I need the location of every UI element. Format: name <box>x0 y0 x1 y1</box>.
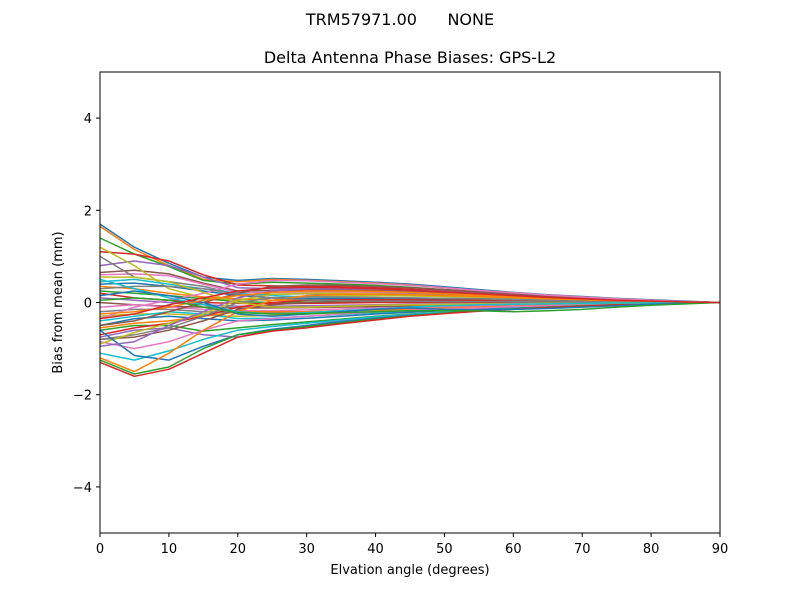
series-line-az165 <box>99 301 721 378</box>
x-tick-label: 60 <box>505 542 522 557</box>
series-line-az200 <box>99 290 721 318</box>
series-line-az210 <box>99 297 721 315</box>
x-tick-label: 40 <box>367 542 384 557</box>
x-axis-label: Elvation angle (degrees) <box>330 563 489 578</box>
x-tick-label: 0 <box>96 542 104 557</box>
x-tick-label: 30 <box>298 542 315 557</box>
y-tick-label: 2 <box>84 204 92 219</box>
y-tick-label: 4 <box>84 112 92 127</box>
y-axis-label: Bias from mean (mm) <box>51 231 66 373</box>
y-tick-label: −2 <box>73 389 92 404</box>
x-tick-label: 70 <box>574 542 591 557</box>
x-tick-label: 50 <box>436 542 453 557</box>
y-axis-ticks: −4 −2 0 2 4 <box>73 112 100 496</box>
data-series <box>99 223 721 378</box>
series-line-az180 <box>99 279 721 320</box>
series-line-az195 <box>99 278 720 315</box>
x-tick-label: 90 <box>712 542 729 557</box>
x-tick-label: 20 <box>230 542 247 557</box>
chart-title: Delta Antenna Phase Biases: GPS-L2 <box>263 48 557 67</box>
figure-suptitle: TRM57971.00 NONE <box>305 10 495 29</box>
series-line-az215 <box>99 286 721 320</box>
y-tick-label: 0 <box>84 297 92 312</box>
x-tick-label: 10 <box>161 542 178 557</box>
x-axis-ticks: 0 10 20 30 40 50 60 70 80 90 <box>96 533 728 557</box>
y-tick-label: −4 <box>73 481 92 496</box>
series-line-az185 <box>99 285 720 304</box>
x-tick-label: 80 <box>643 542 660 557</box>
